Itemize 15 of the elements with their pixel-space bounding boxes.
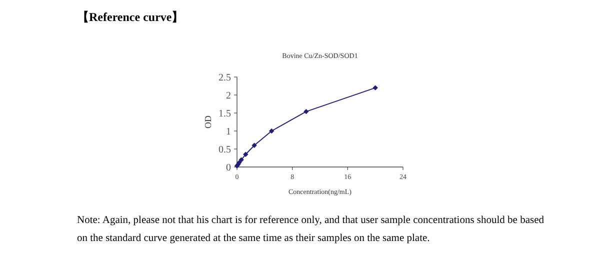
point — [304, 108, 309, 114]
y-axis-title: OD — [203, 115, 213, 128]
point — [243, 152, 248, 157]
point — [268, 128, 274, 134]
y-tick-label: 2 — [226, 90, 231, 102]
y-tick-label: 0.5 — [218, 144, 231, 156]
point — [372, 85, 378, 90]
y-tick-label: 0 — [226, 162, 231, 174]
point — [238, 157, 244, 162]
text: Note: Again, please not that his chart is for reference only, and that user sample concentrations should be based on the standard curve generated at the same time as their samples on the same plate. — [77, 214, 546, 246]
point — [252, 142, 257, 148]
y-tick-label: 2.5 — [218, 72, 231, 84]
y-tick-label: 1 — [226, 126, 231, 138]
text: 【Reference curve】 — [77, 9, 184, 26]
y-tick-label: 1.5 — [218, 108, 231, 120]
